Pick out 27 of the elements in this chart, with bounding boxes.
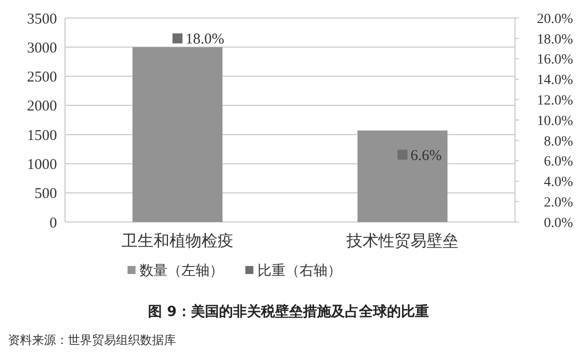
legend-label: 数量（左轴） <box>140 262 224 279</box>
text: 资料来源：世界贸易组织数据库 <box>8 333 176 347</box>
y-tick-label: 3500 <box>27 11 57 28</box>
y2-tick-label: 10.0% <box>536 114 574 129</box>
y2-tick-label: 20.0% <box>536 12 574 27</box>
y-tick-label: 1000 <box>27 156 57 173</box>
y2-tick-label: 18.0% <box>536 32 574 48</box>
y2-tick-label: 12.0% <box>536 94 574 108</box>
y2-tick-label: 6.0% <box>544 154 574 170</box>
x-tick-label: 技术性贸易壁垒 <box>346 231 458 250</box>
y-tick-label: 3000 <box>27 40 57 56</box>
y2-tick-label: 14.0% <box>536 73 574 88</box>
data-label: 18.0% <box>186 32 224 48</box>
y-tick-label: 500 <box>34 186 57 202</box>
y-tick-label: 1500 <box>27 128 57 144</box>
y2-tick-label: 0.0% <box>544 216 574 231</box>
y2-tick-label: 4.0% <box>544 175 574 190</box>
y2-tick-label: 2.0% <box>544 196 574 210</box>
y-tick-label: 2500 <box>27 70 57 86</box>
data-label: 6.6% <box>410 148 442 164</box>
y-tick-label: 0 <box>50 215 57 232</box>
text: 图 9：美国的非关税壁垒措施及占全球的比重 <box>148 303 429 320</box>
y2-tick-label: 16.0% <box>536 52 574 68</box>
y-tick-label: 2000 <box>27 98 57 115</box>
legend-label: 比重（右轴） <box>257 262 342 279</box>
y2-tick-label: 8.0% <box>544 134 574 150</box>
x-tick-label: 卫生和植物检疫 <box>122 231 234 250</box>
